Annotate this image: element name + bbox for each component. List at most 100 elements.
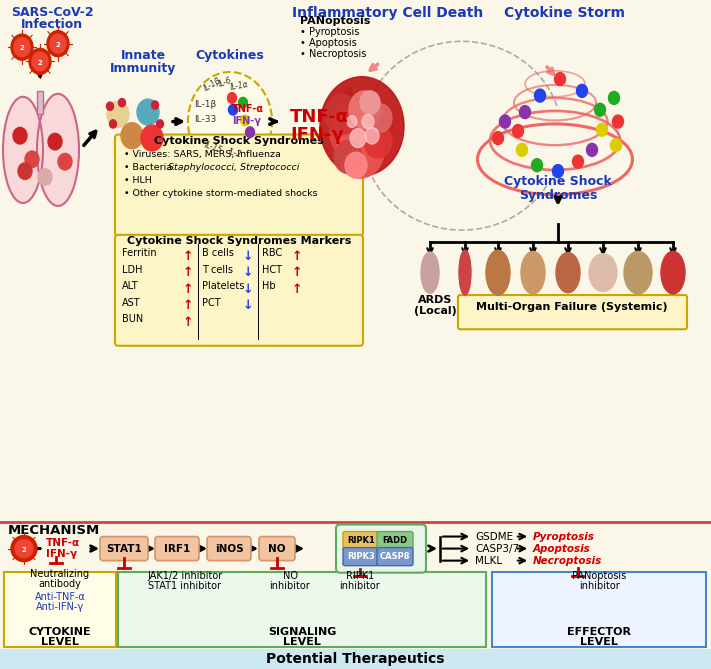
- Text: ↓: ↓: [243, 266, 254, 279]
- Text: EFFECTOR: EFFECTOR: [567, 627, 631, 637]
- Text: antibody: antibody: [38, 579, 82, 589]
- Text: STAT1: STAT1: [106, 544, 142, 553]
- Circle shape: [109, 120, 117, 128]
- Ellipse shape: [3, 97, 43, 203]
- Ellipse shape: [421, 252, 439, 293]
- Text: Ferritin: Ferritin: [122, 248, 156, 258]
- Text: Syndromes: Syndromes: [519, 189, 597, 203]
- Text: ↑: ↑: [292, 250, 302, 263]
- Circle shape: [493, 132, 503, 145]
- Text: Potential Therapeutics: Potential Therapeutics: [266, 652, 444, 666]
- Text: inhibitor: inhibitor: [340, 581, 380, 591]
- Circle shape: [188, 72, 272, 171]
- Circle shape: [362, 114, 374, 128]
- Text: CASP3/7: CASP3/7: [475, 544, 519, 553]
- Circle shape: [141, 125, 163, 151]
- Text: IL-6: IL-6: [217, 76, 233, 90]
- Text: IL-1β: IL-1β: [203, 76, 223, 93]
- Text: iNOS: iNOS: [215, 544, 243, 553]
- Ellipse shape: [486, 250, 510, 295]
- Text: RIPK1: RIPK1: [346, 571, 374, 581]
- Text: JAK1/2 inhibitor: JAK1/2 inhibitor: [147, 571, 223, 581]
- Circle shape: [513, 124, 523, 138]
- Text: Cytokine Shock Syndromes Markers: Cytokine Shock Syndromes Markers: [127, 236, 351, 246]
- Text: IFN-γ: IFN-γ: [46, 549, 77, 559]
- Circle shape: [238, 98, 247, 108]
- Circle shape: [156, 120, 164, 128]
- Circle shape: [360, 91, 380, 114]
- FancyBboxPatch shape: [37, 91, 43, 114]
- Circle shape: [151, 101, 159, 109]
- Circle shape: [119, 98, 126, 107]
- Text: ↑: ↑: [292, 282, 302, 296]
- Ellipse shape: [556, 253, 580, 292]
- Text: LDH: LDH: [122, 265, 142, 274]
- Text: ↑: ↑: [292, 266, 302, 279]
- Circle shape: [572, 155, 584, 168]
- Text: ALT: ALT: [122, 281, 139, 291]
- Text: • Pyroptosis: • Pyroptosis: [300, 27, 359, 37]
- Text: Inflammatory Cell Death: Inflammatory Cell Death: [292, 6, 483, 20]
- Circle shape: [347, 116, 357, 128]
- Text: LEVEL: LEVEL: [41, 637, 79, 647]
- Circle shape: [228, 104, 237, 115]
- Circle shape: [228, 92, 237, 103]
- FancyBboxPatch shape: [115, 235, 363, 346]
- Circle shape: [48, 133, 62, 150]
- FancyBboxPatch shape: [343, 547, 379, 566]
- Text: IFN-γ: IFN-γ: [290, 126, 343, 145]
- Text: PANoptosis: PANoptosis: [572, 571, 626, 581]
- Circle shape: [577, 84, 587, 98]
- Ellipse shape: [37, 94, 79, 206]
- Text: AST: AST: [122, 298, 141, 308]
- Circle shape: [336, 122, 384, 178]
- Text: TNF-α: TNF-α: [232, 104, 264, 114]
- FancyBboxPatch shape: [458, 295, 687, 329]
- Circle shape: [365, 128, 379, 144]
- Text: ↓: ↓: [243, 282, 254, 296]
- Text: ↑: ↑: [183, 282, 193, 296]
- Ellipse shape: [459, 250, 471, 295]
- Text: CASP8: CASP8: [380, 552, 410, 561]
- Text: PCT: PCT: [202, 298, 220, 308]
- Text: • Other cytokine storm-mediated shocks: • Other cytokine storm-mediated shocks: [124, 189, 318, 198]
- Circle shape: [355, 100, 395, 148]
- Text: STAT1 inhibitor: STAT1 inhibitor: [149, 581, 222, 591]
- Text: NO: NO: [282, 571, 297, 581]
- Circle shape: [535, 89, 545, 102]
- Text: CYTOKINE: CYTOKINE: [28, 627, 91, 637]
- Circle shape: [368, 104, 392, 132]
- Text: (Local): (Local): [414, 306, 456, 316]
- FancyBboxPatch shape: [115, 134, 363, 236]
- Text: MECHANISM: MECHANISM: [8, 524, 100, 537]
- Circle shape: [611, 138, 621, 152]
- Text: 2: 2: [38, 60, 43, 66]
- Circle shape: [11, 535, 37, 562]
- Text: IL-1α: IL-1α: [229, 80, 249, 92]
- Circle shape: [345, 153, 367, 178]
- Circle shape: [14, 37, 30, 57]
- Circle shape: [330, 108, 374, 159]
- Text: B cells: B cells: [202, 248, 234, 258]
- Text: Hb: Hb: [262, 281, 276, 291]
- FancyBboxPatch shape: [155, 537, 199, 561]
- Circle shape: [350, 128, 366, 148]
- Ellipse shape: [589, 254, 617, 292]
- Circle shape: [13, 128, 27, 144]
- Text: Platelets: Platelets: [202, 281, 245, 291]
- Text: Cytokine Shock Syndromes: Cytokine Shock Syndromes: [154, 136, 324, 146]
- Text: • Necroptosis: • Necroptosis: [300, 49, 366, 59]
- FancyBboxPatch shape: [100, 537, 148, 561]
- Text: ↓: ↓: [243, 299, 254, 312]
- Circle shape: [516, 143, 528, 157]
- Text: T cells: T cells: [202, 265, 233, 274]
- Circle shape: [320, 77, 404, 176]
- Text: inhibitor: inhibitor: [579, 581, 619, 591]
- Text: Immunity: Immunity: [109, 62, 176, 75]
- Text: Necroptosis: Necroptosis: [533, 556, 602, 565]
- Circle shape: [32, 52, 48, 71]
- Text: IL-33: IL-33: [194, 114, 216, 124]
- Text: • HLH: • HLH: [124, 176, 151, 185]
- Circle shape: [107, 102, 129, 128]
- FancyBboxPatch shape: [492, 571, 706, 647]
